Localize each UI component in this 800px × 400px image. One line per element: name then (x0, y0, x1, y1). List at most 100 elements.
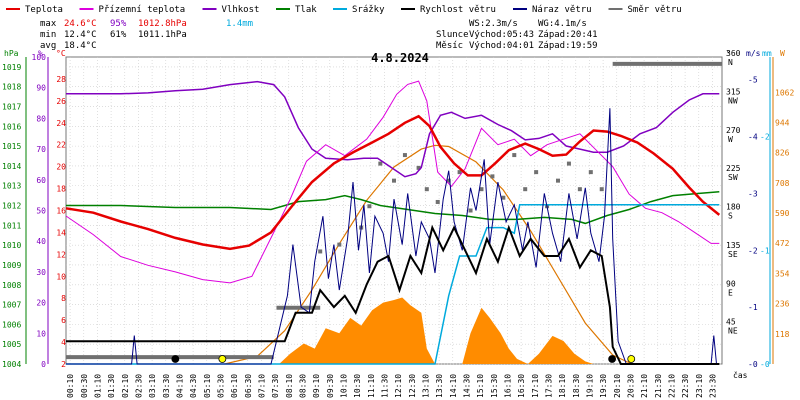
deg-tick-label: 315 (726, 87, 741, 96)
hpa-tick-label: 1011 (2, 221, 21, 230)
deg-tick-compass: NW (728, 96, 738, 105)
deg-tick-label: 180 (726, 203, 741, 212)
humidity-line (66, 80, 720, 178)
pct-tick-label: 10 (36, 329, 46, 338)
stat-min-label: min (40, 30, 56, 40)
wind-direction-point (424, 187, 429, 192)
wind-direction-point (577, 187, 582, 192)
x-tick-label: 04:10 (175, 374, 184, 398)
c-tick-label: 2 (61, 360, 66, 369)
wind-direction-point (378, 161, 383, 166)
hpa-tick-label: 1010 (2, 241, 21, 250)
info-wg: WG:4.1m/s (538, 19, 587, 29)
x-tick-label: 07:10 (257, 374, 266, 398)
hpa-tick-label: 1016 (2, 122, 21, 131)
info-sun-label: Slunce (436, 30, 469, 40)
pct-unit: % (38, 49, 43, 58)
legend-label-gust: Náraz větru (532, 5, 592, 15)
ms-unit: m/s (746, 49, 761, 58)
x-tick-label: 21:30 (654, 374, 663, 398)
pct-tick-label: 0 (41, 360, 46, 369)
c-tick-label: 26 (56, 97, 66, 106)
c-tick-label: 4 (61, 338, 66, 347)
deg-tick-compass: SE (728, 250, 738, 259)
x-tick-label: 17:10 (531, 374, 540, 398)
x-tick-label: 16:10 (503, 374, 512, 398)
wind-direction-point (318, 249, 323, 254)
legend-label-ground: Přízemní teplota (99, 5, 186, 15)
wind-direction-point (446, 178, 451, 183)
deg-tick-compass: E (728, 288, 733, 297)
c-tick-label: 28 (56, 75, 66, 84)
hpa-tick-label: 1012 (2, 202, 21, 211)
x-tick-label: 09:10 (312, 374, 321, 398)
hpa-tick-label: 1008 (2, 281, 21, 290)
c-tick-label: 18 (56, 185, 66, 194)
solar-max-line (224, 144, 633, 365)
w-tick-label: 472 (775, 239, 790, 248)
x-tick-label: 11:10 (367, 374, 376, 398)
temperature-line (65, 114, 721, 251)
x-tick-label: 18:30 (572, 374, 581, 398)
stat-rain-total: 1.4mm (226, 19, 253, 29)
stat-avg-temp: 18.4°C (64, 41, 97, 51)
x-tick-label: 14:10 (449, 374, 458, 398)
c-tick-label: 10 (56, 272, 66, 281)
w-tick-label: 826 (775, 149, 790, 158)
wind-direction-point (490, 174, 495, 179)
ms-tick-label: -2 (748, 246, 758, 255)
c-tick-label: 20 (56, 163, 66, 172)
ms-tick-label: -5 (748, 76, 758, 85)
c-tick-label: 14 (56, 228, 66, 237)
ms-tick-label: -0 (748, 360, 758, 369)
info-ws: WS:2.3m/s (469, 19, 518, 29)
wind-direction-point (512, 153, 517, 158)
deg-tick-label: 360 (726, 49, 741, 58)
x-tick-label: 22:30 (681, 374, 690, 398)
x-tick-label: 23:10 (695, 374, 704, 398)
wind-speed-line (66, 224, 720, 365)
legend-label-press: Tlak (295, 5, 317, 15)
deg-tick-compass: NE (728, 327, 738, 336)
info-sun-set: Západ:20:41 (538, 30, 598, 40)
w-tick-label: 590 (775, 209, 790, 218)
stat-max-hum: 95% (110, 19, 127, 29)
info-sun-rise: Východ:05:43 (469, 30, 534, 40)
x-tick-label: 08:30 (298, 374, 307, 398)
sunset-marker (627, 355, 636, 363)
pct-tick-label: 50 (36, 207, 46, 216)
pct-tick-label: 70 (36, 145, 46, 154)
pct-tick-label: 30 (36, 268, 46, 277)
wind-direction-point (468, 208, 473, 213)
deg-tick-label: 135 (726, 241, 741, 250)
x-tick-label: 15:10 (476, 374, 485, 398)
info-moon-rise: Východ:04:01 (469, 41, 534, 51)
wind-direction-point (457, 170, 462, 175)
stat-max-temp: 24.6°C (64, 19, 97, 29)
pressure-line (66, 190, 720, 225)
plot-area (65, 61, 722, 365)
pct-tick-label: 80 (36, 114, 46, 123)
c-tick-label: 16 (56, 207, 66, 216)
moonset-marker (608, 355, 617, 363)
x-tick-label: 18:10 (558, 374, 567, 398)
deg-tick-compass: N (728, 58, 733, 67)
x-tick-label: 11:30 (380, 374, 389, 398)
stats-block: max 24.6°C 95% 1012.8hPa 1.4mm min 12.4°… (40, 19, 253, 51)
pct-tick-label: 100 (32, 53, 47, 62)
x-tick-label: 23:30 (708, 374, 717, 398)
wind-direction-point (566, 161, 571, 166)
x-tick-label: 22:10 (667, 374, 676, 398)
x-tick-label: 15:30 (490, 374, 499, 398)
w-tick-label: 354 (775, 269, 790, 278)
w-unit: W (780, 49, 785, 58)
x-tick-label: 08:10 (285, 374, 294, 398)
info-block: WS:2.3m/s WG:4.1m/s Slunce Východ:05:43 … (436, 19, 598, 51)
ground-temperature-line (65, 80, 720, 284)
stat-max-label: max (40, 19, 57, 29)
w-tick-label: 708 (775, 179, 790, 188)
ms-tick-label: -1 (748, 303, 758, 312)
hpa-tick-label: 1004 (2, 360, 21, 369)
x-tick-label: 04:30 (189, 374, 198, 398)
wind-direction-point (416, 165, 421, 170)
